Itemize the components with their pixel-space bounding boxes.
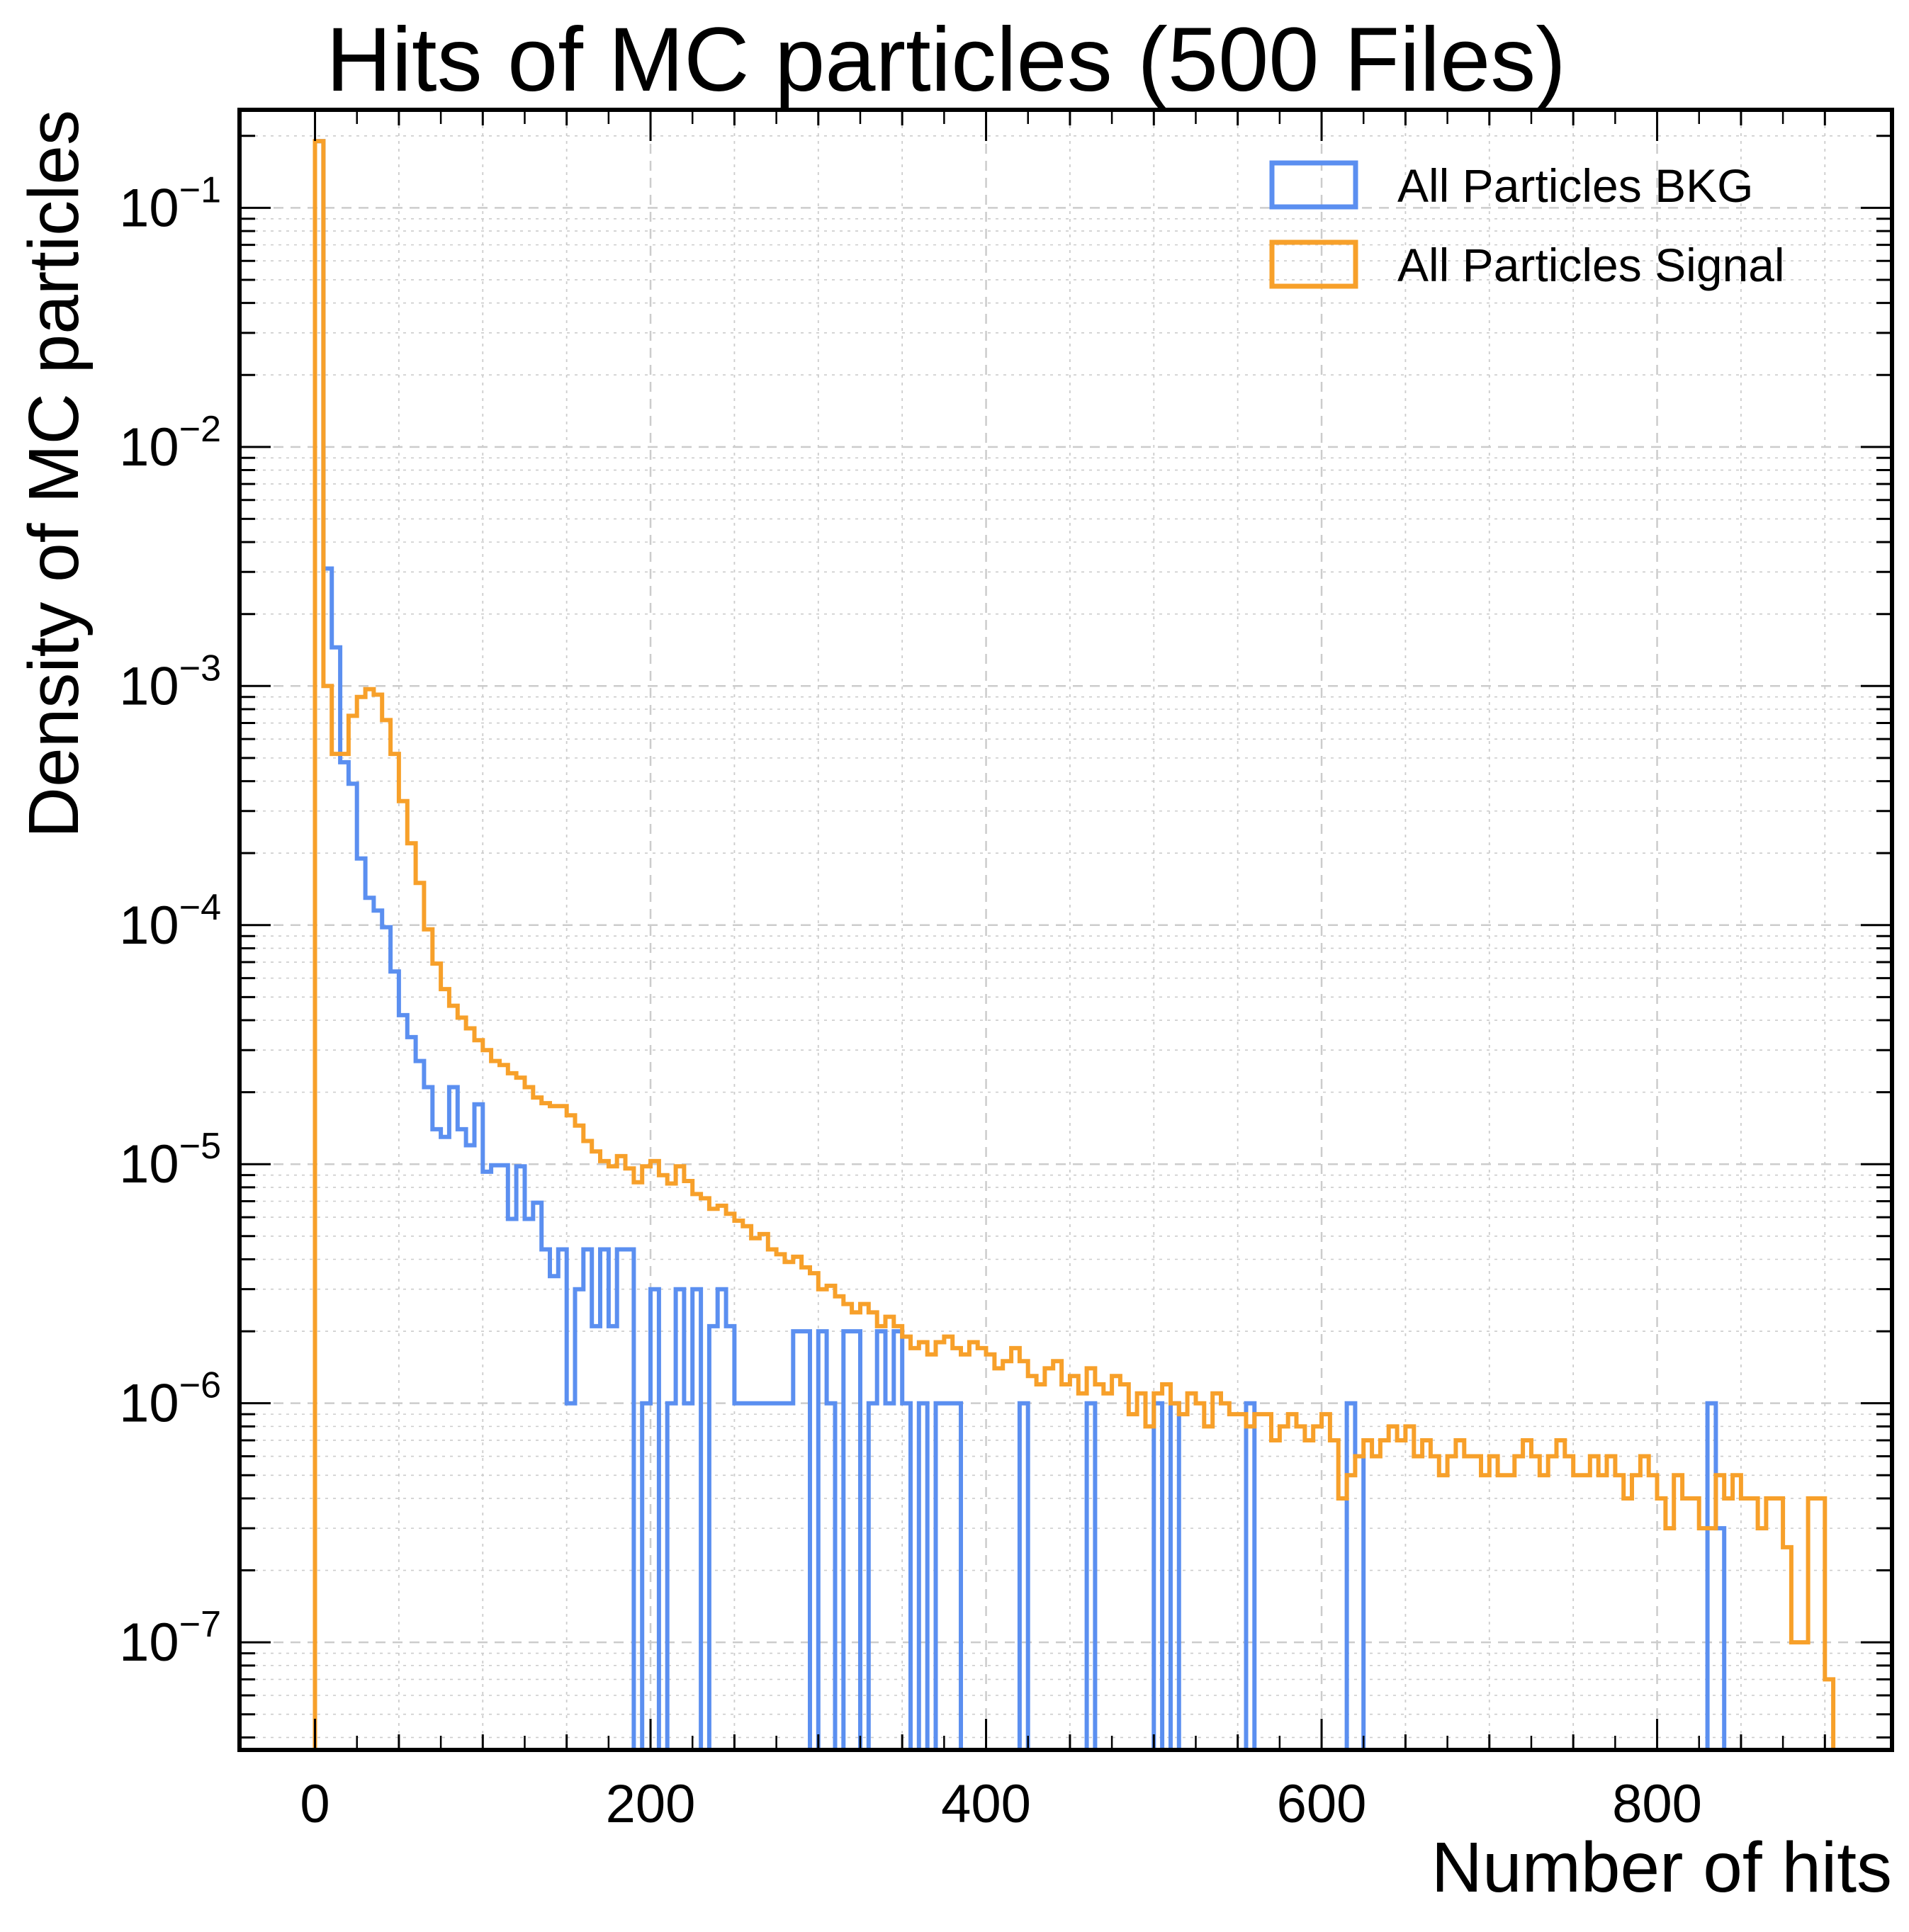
legend-label-signal: All Particles Signal	[1397, 239, 1785, 291]
plot-frame	[237, 108, 1894, 1752]
x-tick-labels: 0 200 400 600 800	[300, 1774, 1702, 1834]
histogram-series-bkg	[312, 139, 1867, 1752]
y-tick-label: 10−4	[119, 887, 221, 956]
x-axis-label: Number of hits	[1431, 1828, 1892, 1907]
y-tick-label: 10−2	[119, 409, 221, 478]
legend-swatch-bkg	[1269, 160, 1358, 210]
y-tick-label: 10−1	[119, 169, 221, 238]
y-tick-label: 10−3	[119, 648, 221, 716]
legend: All Particles BKG All Particles Signal	[1269, 159, 1785, 291]
y-tick-label: 10−6	[119, 1365, 221, 1434]
histogram-layer	[312, 139, 1867, 1752]
legend-swatch-signal	[1269, 239, 1358, 289]
ticks-layer	[240, 110, 1892, 1750]
x-tick-label: 0	[300, 1774, 330, 1834]
y-axis-label: Density of MC particles	[14, 110, 94, 838]
histogram-series-signal	[312, 139, 1836, 1750]
x-tick-label: 600	[1277, 1774, 1367, 1834]
x-tick-label: 800	[1612, 1774, 1702, 1834]
x-tick-label: 400	[941, 1774, 1031, 1834]
grid-layer	[240, 110, 1892, 1750]
x-tick-label: 200	[606, 1774, 696, 1834]
y-tick-label: 10−5	[119, 1126, 221, 1194]
y-tick-labels: 10−1 10−2 10−3 10−4 10−5 10−6 10−7	[119, 169, 221, 1673]
y-tick-label: 10−7	[119, 1604, 221, 1673]
legend-label-bkg: All Particles BKG	[1397, 159, 1753, 212]
chart-title: Hits of MC particles (500 Files)	[326, 9, 1566, 111]
